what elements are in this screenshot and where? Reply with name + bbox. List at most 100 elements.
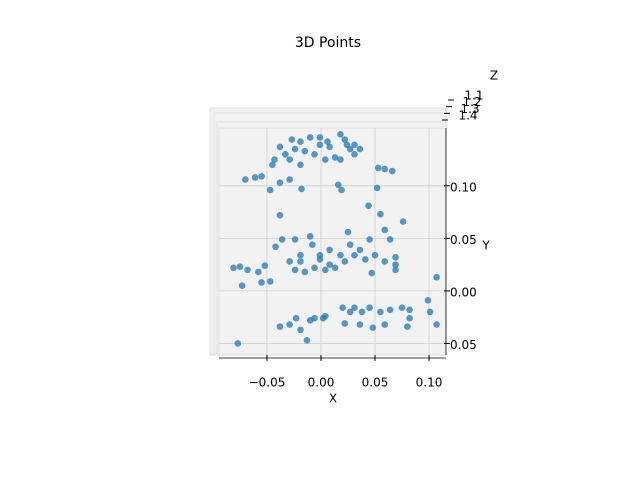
point [341,136,349,143]
point [344,228,352,236]
point [309,241,316,248]
point [266,186,274,194]
z-axis-label: Z [490,69,498,83]
point [298,185,305,193]
point [424,297,432,304]
point [392,261,399,268]
point [343,141,351,149]
point [272,243,279,251]
point [306,232,314,240]
z-tick-label: 1.4 [458,109,477,123]
point [291,236,299,243]
point [389,167,396,175]
point [399,218,407,225]
point [288,136,296,143]
point [286,176,293,183]
point [366,236,373,243]
point [301,147,309,155]
point [356,246,364,254]
point [276,211,284,219]
point [297,138,304,145]
point [303,336,311,344]
point [356,145,364,153]
point [341,258,349,265]
point [334,181,342,189]
point [301,268,309,276]
point [351,141,358,149]
point [392,266,399,274]
point [266,278,274,285]
point [324,138,331,145]
point [398,304,406,312]
point [406,314,413,322]
point [316,141,324,149]
point [338,186,345,194]
point [371,251,379,259]
point [291,266,299,274]
point [381,321,389,328]
point [291,145,299,153]
point [368,269,376,277]
plot-pane [218,127,447,356]
point [358,308,366,316]
z-tick-label: 1.3 [460,102,479,116]
point [337,156,344,163]
point [351,251,358,259]
chart-title: 3D Points [295,35,361,51]
point [292,314,300,322]
point [286,321,293,328]
point [426,308,434,316]
point [361,256,369,263]
point [258,173,265,180]
z-tick-label: 1.1 [464,89,483,103]
point [369,324,377,331]
point [381,258,389,265]
point [236,263,244,271]
point [433,273,440,281]
point [326,143,333,151]
point [406,306,413,314]
point [374,164,382,172]
point [251,174,259,181]
point [286,258,293,265]
point [356,321,364,328]
point [230,264,237,272]
point [319,314,327,322]
point [244,266,251,274]
point [234,340,242,347]
point [346,241,354,248]
point [377,210,384,218]
point [311,264,318,272]
point [297,326,304,334]
point [271,156,278,163]
point [337,251,344,259]
x-tick-label: 0.10 [416,376,443,390]
point [282,150,289,158]
point [255,268,262,276]
point [404,323,411,330]
point [316,251,324,259]
point [261,262,269,269]
point [276,323,284,330]
y-tick-label: 0.00 [450,285,477,299]
x-tick-label: −0.05 [249,376,286,390]
point [331,264,339,272]
y-axis-label: Y [481,239,490,253]
point [331,154,339,161]
point [365,202,372,210]
point [316,134,324,141]
point [269,161,276,169]
point [306,134,314,141]
point [311,150,318,158]
z-tick-label: 1.2 [462,95,481,109]
point [386,236,394,243]
point [381,226,389,234]
point [297,258,304,265]
point [339,304,346,312]
point [326,246,333,254]
point [381,165,389,173]
y-tick-label: 0.10 [450,180,477,194]
point [366,304,373,312]
point [297,251,304,259]
point [326,261,333,268]
